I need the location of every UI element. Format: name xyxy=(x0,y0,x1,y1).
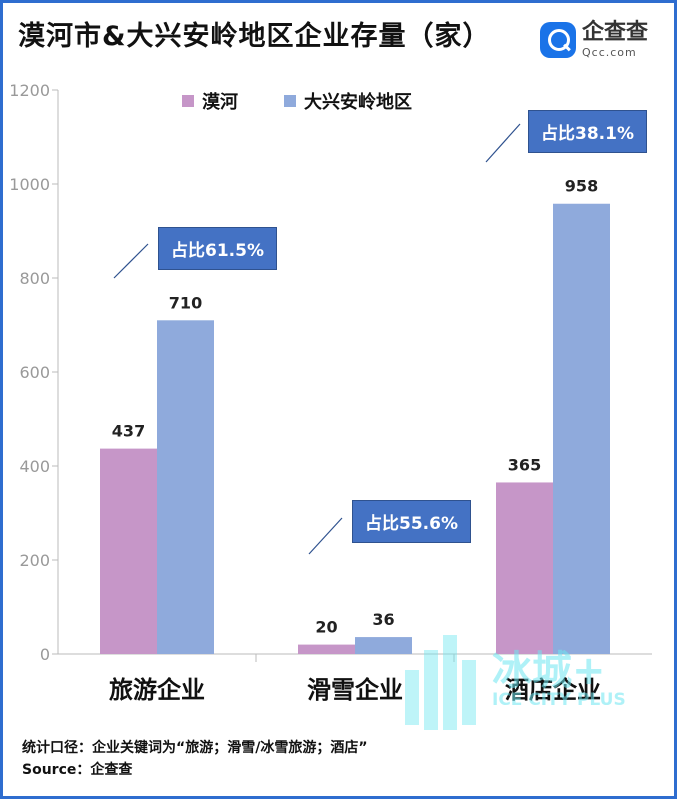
bar-mohe-1 xyxy=(298,644,355,654)
y-tick-label: 0 xyxy=(40,645,50,664)
bar-mohe-2 xyxy=(496,482,553,654)
data-label: 36 xyxy=(372,610,394,629)
legend-item-dxal: 大兴安岭地区 xyxy=(284,88,412,114)
data-label: 437 xyxy=(112,422,145,441)
y-tick-label: 800 xyxy=(19,269,50,288)
brand: 企查查 Qcc.com xyxy=(540,22,648,58)
callout-share-tourism: 占比61.5% xyxy=(158,227,277,270)
footnote-scope: 统计口径：企业关键词为“旅游；滑雪/冰雪旅游；酒店” xyxy=(22,740,368,756)
chart-title: 漠河市&大兴安岭地区企业存量（家） xyxy=(18,21,491,52)
legend: 漠河 大兴安岭地区 xyxy=(182,88,448,114)
y-tick-label: 200 xyxy=(19,551,50,570)
y-tick-label: 1000 xyxy=(9,175,50,194)
y-tick-label: 1200 xyxy=(9,81,50,100)
data-label: 710 xyxy=(169,293,202,312)
callout-share-hotel: 占比38.1% xyxy=(528,110,647,153)
data-label: 958 xyxy=(565,177,598,196)
category-label: 旅游企业 xyxy=(109,676,205,704)
callout-share-ski: 占比55.6% xyxy=(352,500,471,543)
search-logo-icon xyxy=(540,22,576,58)
category-label: 滑雪企业 xyxy=(307,676,403,704)
bar-dxal-0 xyxy=(157,320,214,654)
legend-label-dxal: 大兴安岭地区 xyxy=(304,92,412,113)
data-label: 365 xyxy=(508,455,541,474)
bar-dxal-1 xyxy=(355,637,412,654)
y-tick-label: 400 xyxy=(19,457,50,476)
brand-name: 企查查 xyxy=(582,20,649,45)
brand-url: Qcc.com xyxy=(582,46,637,59)
y-tick-label: 600 xyxy=(19,363,50,382)
footnote-source: Source：企查查 xyxy=(22,762,133,778)
bar-dxal-2 xyxy=(553,203,610,655)
category-label: 酒店企业 xyxy=(505,676,601,704)
bar-mohe-0 xyxy=(100,448,157,654)
legend-swatch-mohe xyxy=(182,95,194,107)
legend-swatch-dxal xyxy=(284,95,296,107)
callout-leader-line xyxy=(485,123,521,163)
legend-item-mohe: 漠河 xyxy=(182,88,238,114)
callout-leader-line xyxy=(113,243,149,279)
legend-label-mohe: 漠河 xyxy=(202,92,238,113)
footnote: 统计口径：企业关键词为“旅游；滑雪/冰雪旅游；酒店” Source：企查查 xyxy=(22,737,368,781)
data-label: 20 xyxy=(315,618,337,637)
callout-leader-line xyxy=(308,517,343,555)
